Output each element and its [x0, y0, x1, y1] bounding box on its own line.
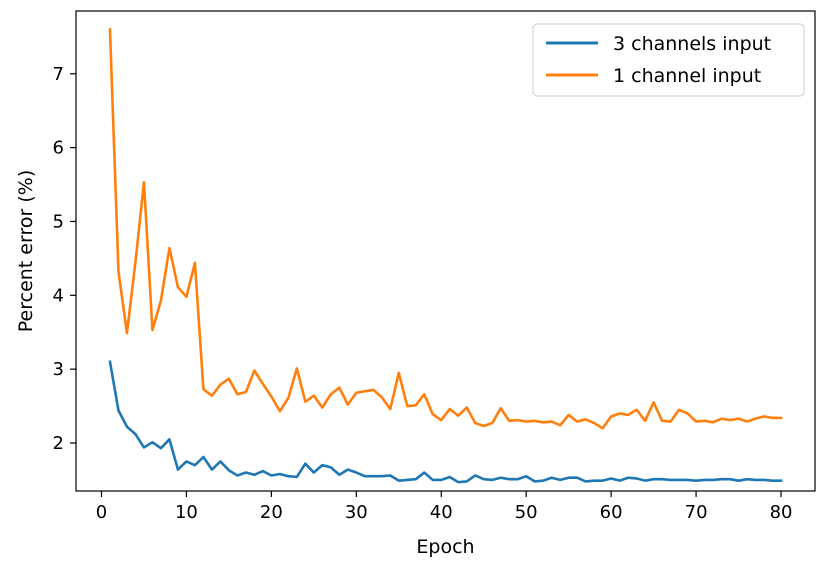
- x-tick-label: 0: [96, 502, 107, 523]
- x-tick-label: 70: [685, 502, 708, 523]
- x-tick-label: 80: [770, 502, 793, 523]
- x-tick-label: 50: [515, 502, 538, 523]
- legend-label-1-channel: 1 channel input: [613, 65, 761, 87]
- y-axis: 2 3 4 5 6 7: [53, 64, 76, 454]
- y-tick-label: 4: [53, 285, 64, 306]
- x-tick-label: 40: [430, 502, 453, 523]
- y-tick-label: 3: [53, 359, 64, 380]
- x-tick-label: 60: [600, 502, 623, 523]
- y-axis-label: Percent error (%): [15, 170, 37, 332]
- legend-label-3-channels: 3 channels input: [613, 33, 771, 55]
- x-tick-label: 30: [345, 502, 368, 523]
- y-tick-label: 6: [53, 138, 64, 159]
- x-tick-label: 10: [175, 502, 198, 523]
- series-layer: [108, 28, 783, 484]
- plot-frame: [75, 10, 816, 492]
- series-line-0: [108, 360, 783, 484]
- legend-box: [532, 23, 805, 97]
- x-axis-label: Epoch: [416, 536, 474, 558]
- x-tick-label: 20: [260, 502, 283, 523]
- legend: 3 channels input 1 channel input: [532, 23, 805, 97]
- y-tick-label: 7: [53, 64, 64, 85]
- y-tick-label: 2: [53, 433, 64, 454]
- y-tick-label: 5: [53, 211, 64, 232]
- x-axis: 0 10 20 30 40 50 60 70 80: [96, 491, 793, 523]
- series-line-1: [108, 28, 783, 430]
